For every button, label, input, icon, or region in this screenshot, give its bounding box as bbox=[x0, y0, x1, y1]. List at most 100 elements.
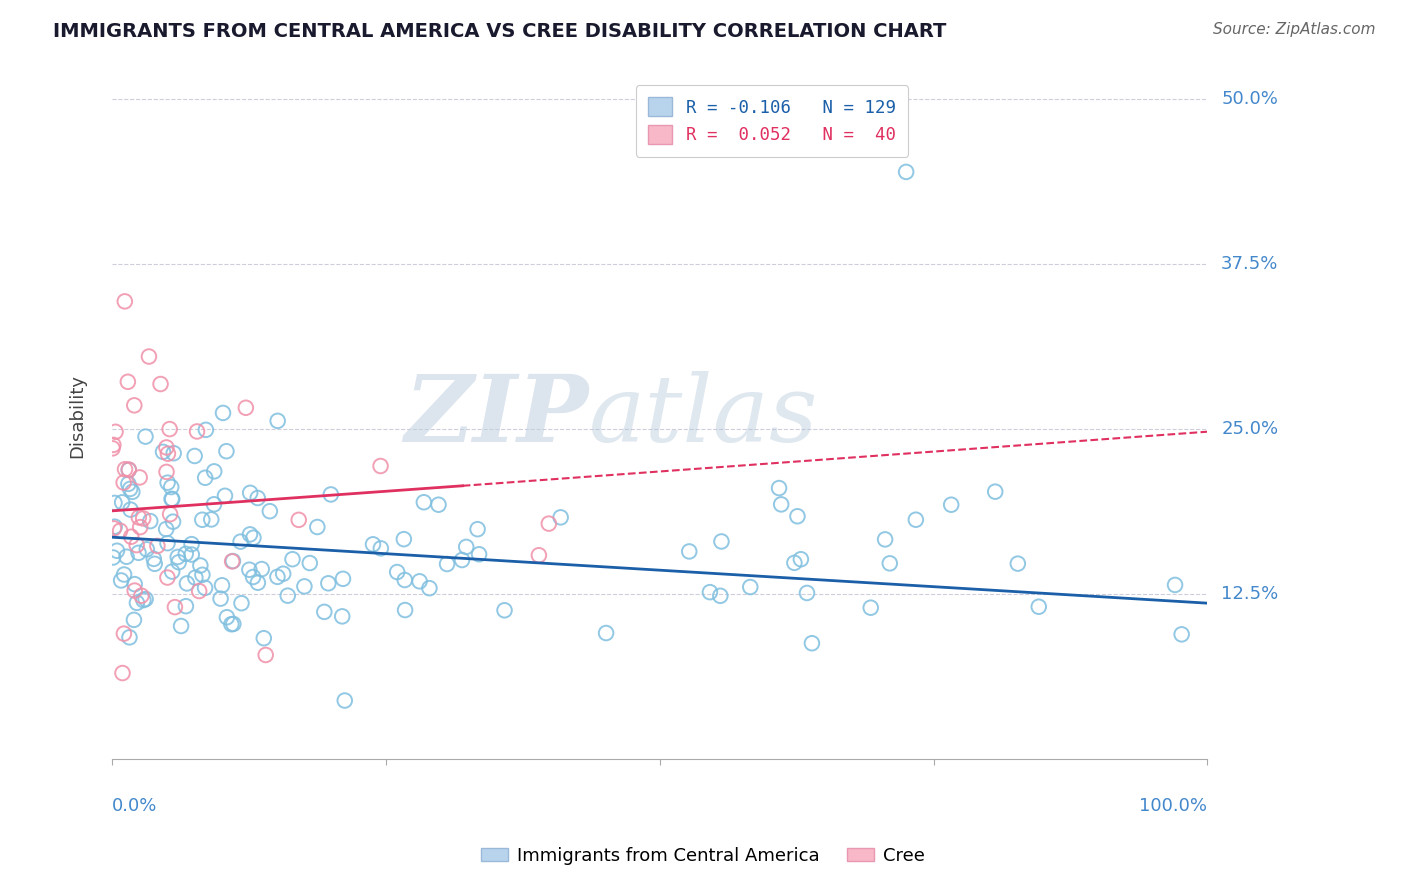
Point bbox=[188, 584, 211, 599]
Point bbox=[184, 571, 207, 585]
Point bbox=[392, 532, 415, 546]
Point bbox=[292, 579, 315, 593]
Text: Disability: Disability bbox=[69, 374, 86, 458]
Point bbox=[215, 444, 238, 458]
Point bbox=[678, 544, 700, 558]
Point bbox=[190, 558, 212, 573]
Point bbox=[132, 511, 155, 525]
Point bbox=[159, 422, 181, 436]
Point bbox=[214, 489, 236, 503]
Point bbox=[941, 498, 963, 512]
Text: atlas: atlas bbox=[589, 371, 818, 461]
Point bbox=[253, 631, 276, 645]
Point bbox=[124, 398, 146, 412]
Point bbox=[221, 554, 243, 568]
Point bbox=[112, 626, 135, 640]
Point bbox=[112, 567, 135, 582]
Point bbox=[138, 350, 160, 364]
Point bbox=[796, 586, 818, 600]
Point bbox=[394, 573, 416, 587]
Point bbox=[239, 486, 262, 500]
Point bbox=[180, 537, 202, 551]
Point bbox=[163, 446, 186, 460]
Point bbox=[527, 548, 550, 562]
Point bbox=[699, 585, 721, 599]
Point bbox=[156, 475, 179, 490]
Point bbox=[194, 581, 217, 595]
Point bbox=[174, 547, 197, 561]
Point bbox=[200, 512, 222, 526]
Point bbox=[115, 549, 138, 564]
Point bbox=[231, 596, 253, 610]
Point bbox=[194, 471, 217, 485]
Point bbox=[333, 693, 356, 707]
Point bbox=[740, 580, 762, 594]
Point bbox=[298, 556, 321, 570]
Point bbox=[155, 465, 177, 479]
Point bbox=[202, 464, 225, 478]
Point bbox=[131, 589, 153, 603]
Point bbox=[143, 557, 166, 571]
Point bbox=[117, 375, 139, 389]
Point bbox=[709, 589, 731, 603]
Point bbox=[128, 546, 150, 560]
Point bbox=[904, 513, 927, 527]
Point bbox=[710, 534, 733, 549]
Point bbox=[266, 570, 288, 584]
Point bbox=[221, 617, 243, 632]
Point bbox=[160, 491, 183, 506]
Point bbox=[156, 570, 179, 584]
Legend: Immigrants from Central America, Cree: Immigrants from Central America, Cree bbox=[474, 840, 932, 872]
Point bbox=[537, 516, 560, 531]
Point bbox=[318, 576, 340, 591]
Point bbox=[229, 534, 252, 549]
Point bbox=[330, 609, 353, 624]
Point bbox=[550, 510, 572, 524]
Point bbox=[124, 577, 146, 591]
Point bbox=[186, 425, 208, 439]
Point bbox=[125, 538, 148, 552]
Point bbox=[427, 498, 450, 512]
Point bbox=[370, 541, 392, 556]
Point bbox=[167, 555, 190, 569]
Point bbox=[111, 495, 134, 509]
Point bbox=[370, 458, 392, 473]
Point bbox=[271, 566, 294, 581]
Point bbox=[786, 509, 808, 524]
Point bbox=[163, 600, 186, 615]
Point bbox=[139, 514, 162, 528]
Point bbox=[250, 562, 273, 576]
Point bbox=[103, 496, 125, 510]
Text: Source: ZipAtlas.com: Source: ZipAtlas.com bbox=[1212, 22, 1375, 37]
Point bbox=[174, 599, 197, 614]
Point bbox=[156, 536, 179, 550]
Point bbox=[436, 557, 458, 571]
Point bbox=[246, 575, 269, 590]
Point bbox=[281, 552, 304, 566]
Point bbox=[110, 574, 132, 588]
Point bbox=[101, 442, 124, 456]
Point bbox=[266, 414, 288, 428]
Point bbox=[122, 613, 145, 627]
Point bbox=[418, 581, 440, 595]
Point bbox=[595, 626, 617, 640]
Point bbox=[120, 502, 142, 516]
Legend: R = -0.106   N = 129, R =  0.052   N =  40: R = -0.106 N = 129, R = 0.052 N = 40 bbox=[636, 85, 908, 157]
Point bbox=[111, 666, 134, 681]
Point bbox=[314, 605, 336, 619]
Text: ZIP: ZIP bbox=[405, 371, 589, 461]
Point bbox=[408, 574, 430, 589]
Point bbox=[105, 543, 128, 558]
Point bbox=[287, 513, 309, 527]
Point bbox=[121, 484, 143, 499]
Point bbox=[246, 491, 269, 505]
Point bbox=[135, 592, 157, 607]
Point bbox=[134, 429, 156, 443]
Text: 37.5%: 37.5% bbox=[1222, 255, 1278, 273]
Point bbox=[211, 578, 233, 592]
Point bbox=[385, 565, 408, 579]
Point bbox=[135, 542, 157, 557]
Point bbox=[149, 377, 172, 392]
Point bbox=[394, 603, 416, 617]
Point bbox=[239, 527, 262, 541]
